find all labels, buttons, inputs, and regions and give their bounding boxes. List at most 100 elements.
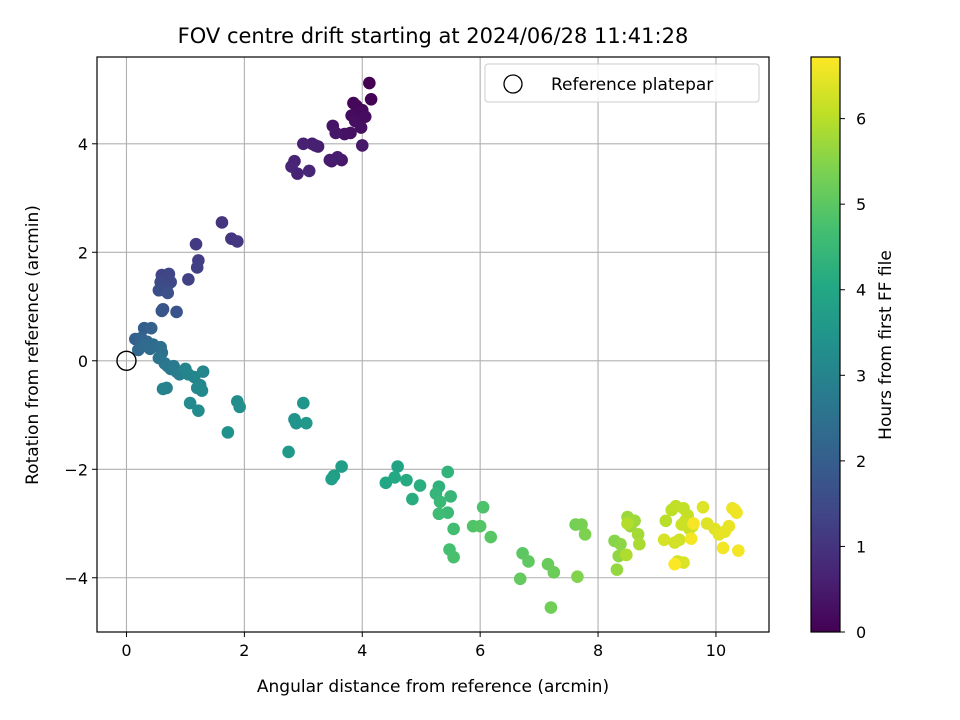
data-point bbox=[297, 396, 310, 410]
data-point bbox=[631, 528, 645, 541]
data-point bbox=[633, 537, 646, 551]
legend-entry-label: Reference platepar bbox=[551, 75, 713, 95]
legend: Reference platepar bbox=[484, 63, 760, 103]
data-point bbox=[657, 533, 671, 547]
x-tick-label: 0 bbox=[121, 641, 131, 660]
data-point bbox=[302, 164, 316, 178]
data-point bbox=[215, 216, 229, 229]
data-point bbox=[329, 126, 343, 140]
data-point bbox=[578, 528, 592, 541]
x-tick-label: 4 bbox=[357, 641, 367, 660]
data-point bbox=[323, 153, 337, 167]
data-point bbox=[684, 532, 698, 545]
data-point bbox=[289, 416, 303, 430]
colorbar-tick-label: 3 bbox=[856, 366, 866, 385]
legend-box bbox=[484, 63, 760, 103]
x-tick-label: 2 bbox=[239, 641, 249, 660]
data-point bbox=[614, 537, 627, 551]
y-tick-label: 4 bbox=[78, 135, 88, 154]
colorbar-tick-label: 5 bbox=[856, 195, 866, 214]
data-point bbox=[620, 548, 633, 562]
data-point bbox=[182, 273, 195, 286]
y-tick-label: 0 bbox=[78, 352, 88, 371]
data-point bbox=[522, 555, 535, 568]
data-point bbox=[447, 550, 460, 564]
y-axis-label: Rotation from reference (arcmin) bbox=[23, 205, 43, 485]
data-point bbox=[432, 507, 446, 521]
colorbar-tick-label: 6 bbox=[856, 110, 866, 129]
data-point bbox=[192, 404, 205, 417]
data-point bbox=[308, 139, 322, 152]
scatter-points bbox=[129, 76, 745, 614]
data-point bbox=[544, 601, 558, 614]
data-point bbox=[183, 396, 197, 410]
colorbar-gradient bbox=[810, 56, 841, 633]
data-point bbox=[233, 400, 246, 414]
data-point bbox=[189, 237, 203, 251]
data-point bbox=[687, 517, 700, 530]
data-point bbox=[388, 471, 401, 484]
data-point bbox=[354, 121, 368, 134]
colorbar-ticks: 0 1 2 3 4 5 6 bbox=[840, 110, 866, 642]
data-point bbox=[441, 465, 455, 479]
data-point bbox=[732, 544, 745, 557]
data-point bbox=[447, 522, 460, 536]
data-point bbox=[406, 492, 419, 506]
data-point bbox=[196, 365, 210, 378]
data-point bbox=[610, 563, 624, 576]
data-point bbox=[513, 572, 527, 586]
data-point bbox=[722, 519, 736, 533]
colorbar-tick-label: 0 bbox=[856, 623, 866, 642]
data-point bbox=[156, 382, 170, 396]
data-point bbox=[170, 305, 183, 319]
data-point bbox=[391, 460, 404, 473]
colorbar-tick-label: 1 bbox=[856, 537, 866, 556]
data-point bbox=[484, 530, 498, 544]
data-point bbox=[155, 304, 169, 318]
data-point bbox=[358, 110, 372, 123]
y-axis-ticks: −4 −2 0 2 4 bbox=[64, 135, 97, 588]
data-point bbox=[621, 517, 634, 530]
plot-frame bbox=[96, 56, 770, 633]
data-point bbox=[282, 445, 295, 459]
reference-marker-group bbox=[116, 350, 137, 371]
data-point bbox=[547, 566, 561, 579]
colorbar-label: Hours from first FF file bbox=[876, 250, 896, 440]
data-point bbox=[161, 286, 175, 300]
data-point bbox=[696, 500, 710, 514]
data-point bbox=[230, 235, 244, 248]
data-point bbox=[285, 160, 298, 173]
data-point bbox=[716, 541, 730, 555]
x-axis-label: Angular distance from reference (arcmin) bbox=[257, 677, 609, 697]
x-tick-label: 6 bbox=[475, 641, 485, 660]
x-tick-label: 10 bbox=[706, 641, 726, 660]
data-point bbox=[335, 460, 348, 473]
data-point bbox=[571, 570, 584, 583]
data-point bbox=[297, 137, 310, 151]
data-point bbox=[355, 139, 369, 152]
reference-platepar-marker bbox=[116, 350, 137, 371]
data-point bbox=[668, 536, 681, 549]
data-point bbox=[413, 479, 427, 492]
data-point bbox=[400, 473, 413, 487]
x-tick-label: 8 bbox=[593, 641, 603, 660]
data-point bbox=[363, 76, 376, 90]
legend-reference-marker bbox=[503, 74, 523, 94]
y-tick-label: −4 bbox=[64, 569, 88, 588]
y-tick-label: 2 bbox=[78, 243, 88, 262]
data-point bbox=[299, 416, 313, 430]
data-point bbox=[221, 426, 235, 439]
data-point bbox=[433, 495, 447, 509]
data-point bbox=[325, 472, 338, 486]
chart-title: FOV centre drift starting at 2024/06/28 … bbox=[178, 24, 689, 48]
data-point bbox=[473, 519, 487, 533]
colorbar-tick-label: 2 bbox=[856, 452, 866, 471]
data-point bbox=[575, 518, 588, 531]
colorbar-tick-label: 4 bbox=[856, 281, 866, 300]
data-point bbox=[668, 557, 681, 571]
colorbar: 0 1 2 3 4 5 6 Hours from first FF file bbox=[810, 56, 896, 642]
x-axis-ticks: 0 2 4 6 8 10 bbox=[121, 632, 726, 660]
data-point bbox=[476, 500, 490, 514]
data-point bbox=[195, 384, 209, 397]
